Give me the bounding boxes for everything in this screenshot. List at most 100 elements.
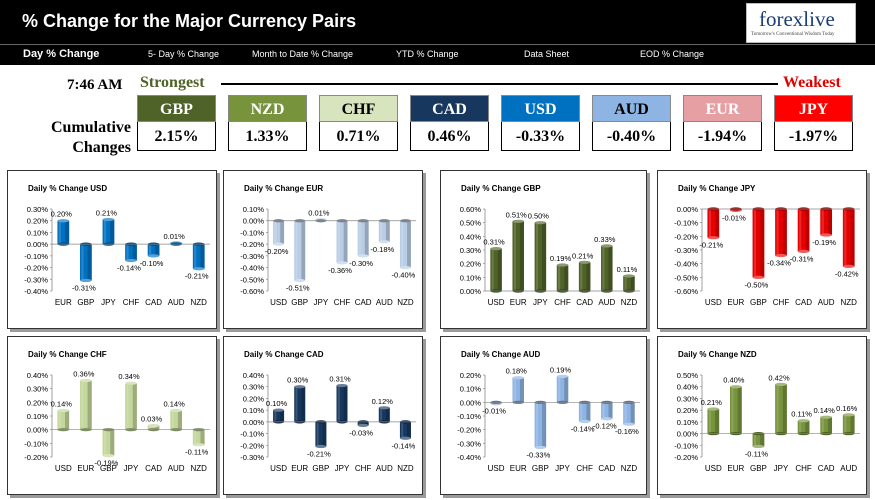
bar [192, 429, 205, 445]
bar-cap [399, 265, 411, 270]
data-label: -0.19% [95, 459, 119, 468]
bar-cap [357, 254, 369, 258]
tab-5-day-change[interactable]: 5- Day % Change [148, 49, 220, 59]
data-label: 0.12% [372, 397, 394, 406]
tab-day-change[interactable]: Day % Change [23, 48, 100, 60]
bar [752, 209, 765, 278]
currency-change: -0.33% [501, 122, 580, 151]
bar-highlight [401, 421, 404, 439]
bar-shade [782, 209, 787, 256]
currency-change: -0.40% [592, 122, 671, 151]
data-label: -0.51% [286, 283, 310, 292]
tab-ytd-change[interactable]: YTD % Change [396, 49, 459, 59]
y-tick-label: 0.50% [677, 371, 699, 380]
bar-highlight [602, 402, 605, 419]
bar-cap [797, 249, 810, 253]
y-tick-label: -0.30% [674, 246, 698, 255]
bar-shade [630, 275, 635, 291]
bar-cap [601, 244, 613, 248]
y-tick-label: -0.20% [24, 264, 48, 273]
data-label: 0.21% [572, 251, 594, 260]
y-tick-label: -0.10% [24, 439, 48, 448]
x-tick-label: JPY [314, 298, 329, 307]
bar-highlight [358, 421, 361, 426]
chart-svg: Daily % Change EUR 0.10% 0.00% -0.10% -0.20%… [240, 184, 416, 307]
y-tick-label: 0.00% [460, 287, 482, 296]
y-tick-label: 0.50% [460, 219, 482, 228]
tab-data-sheet[interactable]: Data Sheet [524, 49, 570, 59]
x-tick-label: CHF [576, 464, 593, 473]
data-label: -0.12% [593, 422, 617, 431]
bar-cap [378, 406, 390, 410]
y-tick-label: 0.30% [243, 383, 265, 392]
bar [102, 429, 115, 456]
bar-cap [357, 423, 369, 427]
y-tick-label: 0.20% [243, 394, 265, 403]
y-tick-label: -0.20% [240, 441, 264, 450]
data-label: 0.40% [723, 376, 745, 385]
y-tick-label: 0.40% [460, 232, 482, 241]
data-label: -0.21% [185, 272, 209, 281]
bar [294, 386, 306, 422]
x-tick-label: AUD [376, 464, 393, 473]
bar-highlight [535, 402, 539, 448]
y-tick-label: -0.30% [457, 439, 481, 448]
tab-eod-change[interactable]: EOD % Change [640, 49, 705, 59]
bar-shade [280, 220, 285, 245]
chart-eur: Daily % Change EUR 0.10% 0.00% -0.10% -0.20%… [223, 170, 423, 329]
bar-cap [125, 258, 137, 263]
bar [79, 380, 92, 430]
bar-shade [630, 402, 635, 425]
bar-highlight [274, 220, 277, 245]
bar-cap [820, 233, 833, 237]
x-tick-label: JPY [533, 298, 548, 307]
x-tick-label: EUR [727, 464, 744, 473]
bar-highlight [624, 402, 627, 425]
bar [556, 376, 569, 403]
currency-change: -1.97% [774, 122, 853, 151]
data-label: -0.21% [699, 241, 723, 250]
data-label: -0.14% [117, 264, 141, 273]
y-tick-label: -0.10% [240, 228, 264, 237]
bar-highlight [708, 209, 711, 238]
currency-code: GBP [137, 95, 216, 122]
y-tick-label: -0.20% [674, 453, 698, 462]
y-tick-label: -0.10% [674, 219, 698, 228]
x-tick-label: USD [488, 464, 505, 473]
bar-cap [512, 219, 524, 223]
x-tick-label: CAD [598, 464, 615, 473]
data-label: 0.03% [141, 415, 163, 424]
currency-change: 1.33% [228, 122, 307, 151]
bar [378, 220, 390, 242]
chart-title: Daily % Change AUD [461, 350, 540, 359]
bar-shade [65, 410, 70, 430]
currency-change: -1.94% [683, 122, 762, 151]
x-tick-label: GBP [312, 464, 329, 473]
x-tick-label: CAD [145, 298, 162, 307]
x-tick-label: GBP [291, 298, 308, 307]
x-tick-label: NZD [190, 464, 207, 473]
currency-code: EUR [683, 95, 762, 122]
bar-shade [364, 421, 369, 426]
bar-highlight [776, 384, 779, 434]
data-label: 0.30% [287, 376, 309, 385]
tab-month-to-date-change[interactable]: Month to Date % Change [252, 49, 354, 59]
bar [512, 221, 524, 291]
bar-cap [578, 260, 591, 264]
bar-shade [760, 433, 765, 447]
bar [556, 265, 569, 291]
bar-shade [497, 248, 502, 291]
currency-code: JPY [774, 95, 853, 122]
x-tick-label: CAD [795, 298, 812, 307]
bar-highlight [558, 265, 561, 291]
y-tick-label: 0.30% [460, 246, 482, 255]
bar [797, 420, 810, 434]
bar-highlight [844, 209, 847, 267]
y-tick-label: 0.60% [460, 205, 482, 214]
x-tick-label: NZD [621, 298, 638, 307]
data-label: 0.11% [791, 410, 812, 419]
bar-shade [322, 421, 327, 447]
chart-svg: Daily % Change GBP0.60%0.50%0.40%0.30%0.… [460, 184, 640, 307]
bar [147, 425, 160, 430]
bar-shade [200, 429, 205, 445]
